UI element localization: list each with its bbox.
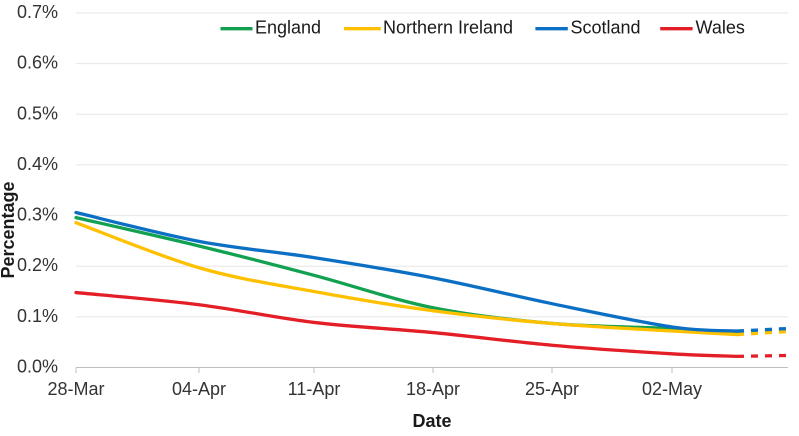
svg-text:Scotland: Scotland bbox=[571, 18, 641, 38]
svg-text:0.2%: 0.2% bbox=[17, 255, 58, 275]
svg-text:0.7%: 0.7% bbox=[17, 2, 58, 22]
svg-text:04-Apr: 04-Apr bbox=[172, 379, 226, 399]
svg-text:0.1%: 0.1% bbox=[17, 306, 58, 326]
svg-text:Date: Date bbox=[412, 411, 451, 431]
svg-text:0.0%: 0.0% bbox=[17, 357, 58, 377]
svg-text:25-Apr: 25-Apr bbox=[525, 379, 579, 399]
svg-text:28-Mar: 28-Mar bbox=[47, 379, 104, 399]
svg-text:England: England bbox=[255, 18, 321, 38]
svg-text:0.3%: 0.3% bbox=[17, 205, 58, 225]
svg-text:Wales: Wales bbox=[696, 18, 745, 38]
svg-text:Northern Ireland: Northern Ireland bbox=[383, 18, 513, 38]
svg-text:11-Apr: 11-Apr bbox=[288, 379, 341, 399]
svg-text:0.6%: 0.6% bbox=[17, 53, 58, 73]
svg-text:Percentage: Percentage bbox=[0, 181, 18, 278]
svg-text:0.4%: 0.4% bbox=[17, 154, 58, 174]
svg-text:02-May: 02-May bbox=[642, 379, 702, 399]
svg-text:0.5%: 0.5% bbox=[17, 103, 58, 123]
svg-text:18-Apr: 18-Apr bbox=[406, 379, 460, 399]
